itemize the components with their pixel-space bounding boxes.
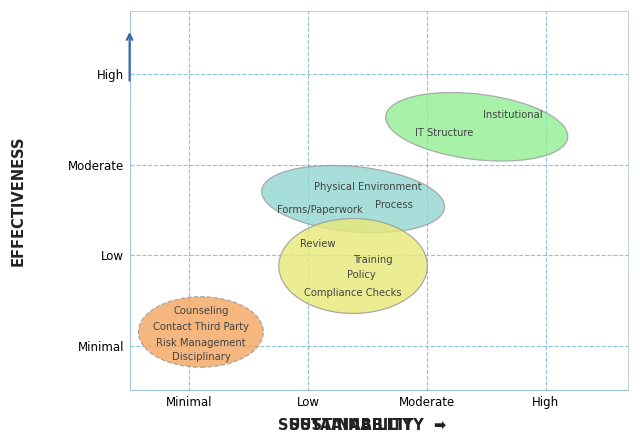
- Text: Physical Environment: Physical Environment: [314, 182, 421, 192]
- Text: Compliance Checks: Compliance Checks: [304, 288, 402, 298]
- Text: IT Structure: IT Structure: [415, 128, 474, 138]
- Text: Contact Third Party: Contact Third Party: [153, 323, 249, 333]
- Ellipse shape: [262, 165, 445, 233]
- Text: Forms/Paperwork: Forms/Paperwork: [277, 205, 363, 215]
- Ellipse shape: [138, 297, 263, 367]
- Text: Policy: Policy: [347, 270, 376, 280]
- Text: SUSTAINABILITY  ➡: SUSTAINABILITY ➡: [289, 418, 446, 433]
- Text: SUSTAINABILITY: SUSTAINABILITY: [278, 418, 413, 433]
- Text: Training: Training: [353, 255, 393, 265]
- Y-axis label: EFFECTIVENESS: EFFECTIVENESS: [11, 136, 26, 266]
- Ellipse shape: [279, 219, 428, 313]
- Text: Counseling: Counseling: [173, 306, 228, 316]
- Text: Risk Management: Risk Management: [156, 338, 246, 348]
- Text: Review: Review: [300, 239, 335, 249]
- Text: Institutional: Institutional: [483, 110, 542, 120]
- Text: Disciplinary: Disciplinary: [172, 352, 230, 362]
- Ellipse shape: [386, 92, 568, 161]
- Text: Process: Process: [374, 201, 412, 210]
